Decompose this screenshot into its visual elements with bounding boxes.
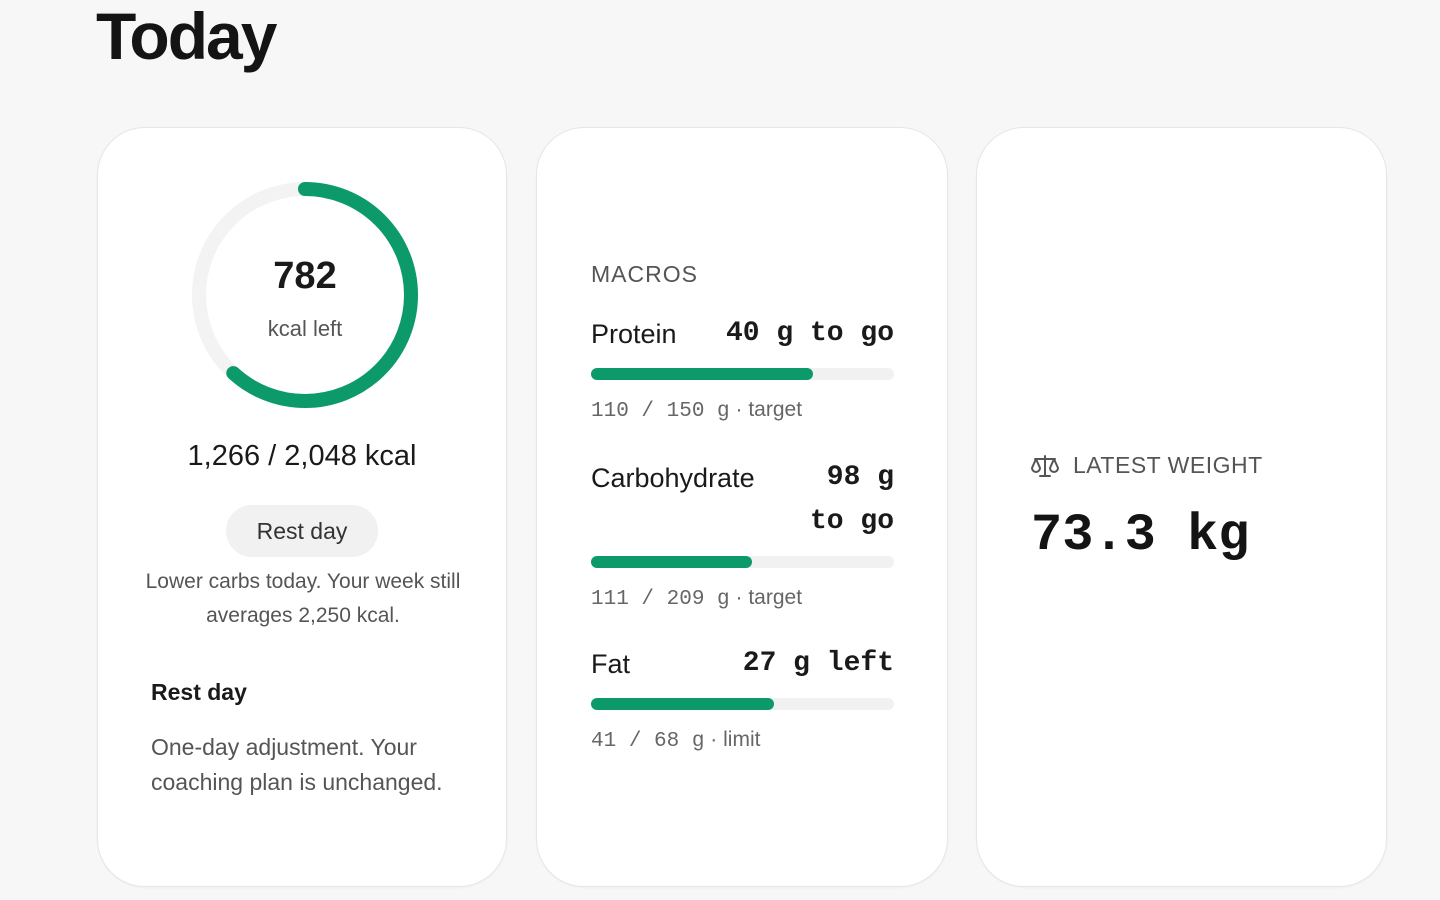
kcal-total: 1,266 / 2,048 kcal xyxy=(187,440,417,472)
macro-progress-fill xyxy=(591,368,814,380)
macro-progress-fill xyxy=(591,556,752,568)
macro-goal-type: limit xyxy=(723,728,761,751)
weight-header: LATEST WEIGHT xyxy=(1031,452,1263,479)
macro-unit: g xyxy=(717,588,730,611)
macros-card: MACROS Protein 40 g to go 110 / 150 g · … xyxy=(536,127,948,887)
macro-remaining: 27 g left xyxy=(742,648,894,679)
day-heading: Rest day xyxy=(151,679,247,705)
macro-progress-bar xyxy=(591,368,894,380)
macro-progress-bar xyxy=(591,698,894,710)
macro-current: 41 xyxy=(591,730,617,753)
weight-card[interactable]: LATEST WEIGHT 73.3 kg xyxy=(976,127,1387,887)
macro-goal-type: target xyxy=(748,398,803,421)
day-type-badge[interactable]: Rest day xyxy=(226,505,378,557)
kcal-remaining-value: 782 xyxy=(273,255,337,297)
macro-remaining: 40 g to go xyxy=(725,318,894,349)
macro-name: Carbohydrate xyxy=(591,463,755,493)
macros-label: MACROS xyxy=(591,261,698,287)
calories-card: 782 kcal left 1,266 / 2,048 kcal Rest da… xyxy=(97,127,507,887)
calorie-ring-chart xyxy=(192,182,418,408)
macro-current: 111 xyxy=(591,588,629,611)
calorie-ring-progress xyxy=(192,182,418,408)
calorie-ring: 782 kcal left xyxy=(190,180,420,410)
macro-name: Fat xyxy=(591,649,631,679)
macro-detail: 41 / 68 g · limit xyxy=(591,728,761,753)
day-note: Lower carbs today. Your week still avera… xyxy=(145,570,461,627)
weight-label: LATEST WEIGHT xyxy=(1073,452,1263,478)
macro-carbohydrate: Carbohydrate 98 g to go 111 / 209 g · ta… xyxy=(591,456,894,611)
macro-current: 110 xyxy=(591,400,629,423)
macro-goal: 209 xyxy=(666,588,705,611)
macro-protein: Protein 40 g to go 110 / 150 g · target xyxy=(591,312,894,423)
macro-goal: 150 xyxy=(666,400,705,423)
day-description: One-day adjustment. Your coaching plan i… xyxy=(151,734,443,795)
macro-unit: g xyxy=(691,730,705,753)
macro-goal-type: target xyxy=(748,586,803,609)
macro-progress-bar xyxy=(591,556,894,568)
macro-remaining: 98 g to go xyxy=(809,462,894,537)
macro-name: Protein xyxy=(591,319,677,349)
macro-goal: 68 xyxy=(654,730,680,753)
macro-fat: Fat 27 g left 41 / 68 g · limit xyxy=(591,642,894,753)
kcal-remaining-unit: kcal left xyxy=(267,316,343,341)
macro-detail: 110 / 150 g · target xyxy=(591,398,803,423)
scale-icon xyxy=(1031,454,1059,477)
macro-detail: 111 / 209 g · target xyxy=(591,586,803,611)
macro-unit: g xyxy=(717,400,730,423)
weight-value: 73.3 kg xyxy=(1031,506,1250,565)
page-title: Today xyxy=(96,0,277,73)
macro-progress-fill xyxy=(591,698,774,710)
